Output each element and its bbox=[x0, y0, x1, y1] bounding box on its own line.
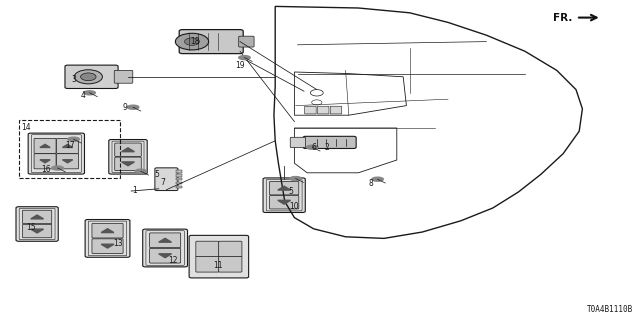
Polygon shape bbox=[31, 215, 44, 219]
Polygon shape bbox=[372, 177, 383, 181]
Bar bbox=[176, 178, 182, 180]
Polygon shape bbox=[159, 254, 172, 258]
FancyBboxPatch shape bbox=[196, 256, 219, 272]
FancyBboxPatch shape bbox=[303, 136, 356, 148]
FancyBboxPatch shape bbox=[179, 30, 243, 53]
Polygon shape bbox=[290, 177, 301, 180]
Text: 13: 13 bbox=[113, 239, 124, 248]
FancyBboxPatch shape bbox=[263, 178, 305, 212]
FancyBboxPatch shape bbox=[196, 241, 219, 257]
FancyBboxPatch shape bbox=[92, 223, 123, 238]
FancyBboxPatch shape bbox=[22, 210, 52, 224]
Text: 8: 8 bbox=[369, 180, 374, 188]
FancyBboxPatch shape bbox=[114, 70, 133, 83]
FancyBboxPatch shape bbox=[317, 106, 329, 114]
Text: 7: 7 bbox=[161, 178, 166, 187]
Circle shape bbox=[184, 38, 200, 45]
FancyBboxPatch shape bbox=[56, 138, 79, 154]
Polygon shape bbox=[127, 105, 139, 109]
FancyBboxPatch shape bbox=[115, 157, 141, 171]
FancyBboxPatch shape bbox=[219, 241, 242, 257]
FancyBboxPatch shape bbox=[56, 154, 79, 169]
FancyBboxPatch shape bbox=[115, 143, 141, 156]
Text: 19: 19 bbox=[235, 61, 245, 70]
Text: 15: 15 bbox=[26, 223, 36, 232]
FancyBboxPatch shape bbox=[34, 138, 56, 154]
Text: T0A4B1110B: T0A4B1110B bbox=[588, 305, 634, 314]
Text: 5: 5 bbox=[154, 170, 159, 179]
FancyBboxPatch shape bbox=[305, 106, 316, 114]
Circle shape bbox=[74, 70, 102, 84]
FancyBboxPatch shape bbox=[143, 229, 188, 267]
Polygon shape bbox=[31, 229, 44, 233]
Polygon shape bbox=[122, 162, 134, 166]
Polygon shape bbox=[84, 91, 95, 95]
Polygon shape bbox=[40, 160, 50, 163]
FancyBboxPatch shape bbox=[330, 106, 342, 114]
Circle shape bbox=[175, 33, 209, 50]
Text: 1: 1 bbox=[132, 186, 137, 195]
Text: 9: 9 bbox=[122, 103, 127, 112]
Polygon shape bbox=[278, 186, 291, 190]
Text: 17: 17 bbox=[65, 141, 76, 150]
Polygon shape bbox=[278, 200, 291, 204]
Polygon shape bbox=[63, 144, 73, 148]
FancyBboxPatch shape bbox=[65, 65, 118, 88]
Text: 4: 4 bbox=[81, 92, 86, 100]
Polygon shape bbox=[40, 144, 50, 148]
Polygon shape bbox=[307, 145, 318, 149]
Text: FR.: FR. bbox=[554, 12, 573, 23]
FancyBboxPatch shape bbox=[150, 248, 180, 263]
Polygon shape bbox=[239, 56, 250, 60]
Circle shape bbox=[81, 73, 96, 81]
Text: 10: 10 bbox=[289, 202, 300, 211]
Text: 12: 12 bbox=[168, 256, 177, 265]
Text: 6: 6 bbox=[311, 143, 316, 152]
FancyBboxPatch shape bbox=[28, 133, 84, 174]
FancyBboxPatch shape bbox=[155, 168, 178, 190]
Text: 18: 18 bbox=[191, 37, 200, 46]
Bar bbox=[176, 170, 182, 172]
FancyBboxPatch shape bbox=[291, 137, 306, 148]
Text: 5: 5 bbox=[289, 188, 294, 196]
Text: 3: 3 bbox=[71, 76, 76, 84]
FancyBboxPatch shape bbox=[34, 154, 56, 169]
Text: 16: 16 bbox=[41, 165, 51, 174]
Polygon shape bbox=[63, 160, 73, 163]
Text: 11: 11 bbox=[213, 261, 222, 270]
Polygon shape bbox=[101, 244, 114, 248]
Polygon shape bbox=[122, 148, 134, 152]
FancyBboxPatch shape bbox=[109, 140, 147, 174]
Bar bbox=[176, 186, 182, 188]
Bar bbox=[19, 120, 120, 178]
FancyBboxPatch shape bbox=[16, 207, 58, 241]
Bar bbox=[176, 174, 182, 177]
FancyBboxPatch shape bbox=[239, 36, 254, 47]
Polygon shape bbox=[159, 238, 172, 242]
Text: 2: 2 bbox=[324, 143, 329, 152]
FancyBboxPatch shape bbox=[85, 220, 130, 257]
FancyBboxPatch shape bbox=[219, 256, 242, 272]
FancyBboxPatch shape bbox=[269, 181, 299, 195]
FancyBboxPatch shape bbox=[22, 224, 52, 238]
FancyBboxPatch shape bbox=[92, 239, 123, 253]
Polygon shape bbox=[101, 229, 114, 233]
Bar bbox=[176, 182, 182, 184]
FancyBboxPatch shape bbox=[189, 236, 249, 278]
Polygon shape bbox=[52, 166, 63, 170]
Polygon shape bbox=[135, 169, 147, 173]
Polygon shape bbox=[68, 137, 79, 141]
FancyBboxPatch shape bbox=[269, 196, 299, 209]
FancyBboxPatch shape bbox=[150, 233, 180, 248]
Text: 14: 14 bbox=[20, 124, 31, 132]
